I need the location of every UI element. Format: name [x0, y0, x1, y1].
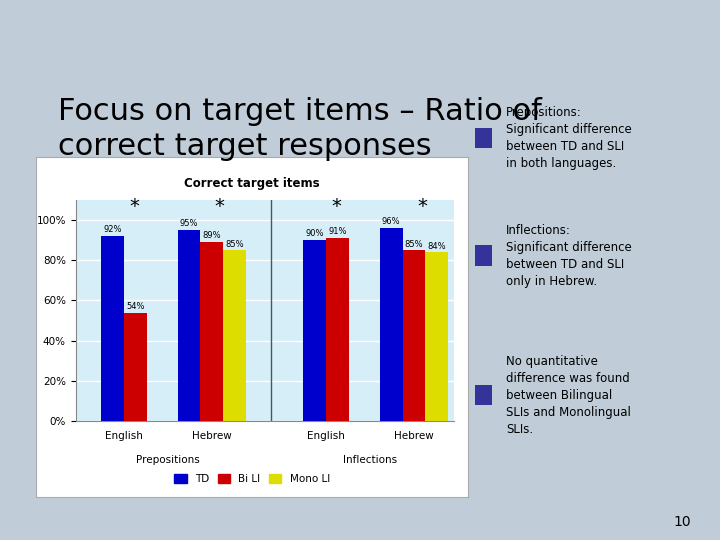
Text: 96%: 96%: [382, 218, 400, 226]
Text: 85%: 85%: [225, 240, 244, 248]
Bar: [223, 250, 246, 421]
Text: 54%: 54%: [126, 302, 145, 311]
Text: Prepositions:
Significant difference
between TD and SLI
in both languages.: Prepositions: Significant difference bet…: [506, 106, 632, 170]
Text: 10: 10: [674, 515, 691, 529]
Bar: [124, 313, 147, 421]
Text: Prepositions: Prepositions: [136, 455, 199, 465]
Text: 85%: 85%: [405, 240, 423, 248]
Bar: [475, 246, 492, 266]
Bar: [426, 252, 449, 421]
Text: Inflections: Inflections: [343, 455, 397, 465]
Text: 92%: 92%: [103, 225, 122, 234]
Text: *: *: [332, 197, 341, 216]
Bar: [200, 242, 223, 421]
Text: 89%: 89%: [202, 232, 221, 240]
Text: *: *: [215, 197, 225, 216]
Text: 95%: 95%: [180, 219, 198, 228]
Bar: [178, 230, 200, 421]
Bar: [475, 128, 492, 148]
Text: 91%: 91%: [328, 227, 347, 237]
Bar: [326, 238, 349, 421]
Text: 90%: 90%: [305, 230, 324, 239]
Text: Inflections:
Significant difference
between TD and SLI
only in Hebrew.: Inflections: Significant difference betw…: [506, 224, 632, 288]
Text: No quantitative
difference was found
between Bilingual
SLIs and Monolingual
SLIs: No quantitative difference was found bet…: [506, 355, 631, 436]
Text: Focus on target items – Ratio of
correct target responses: Focus on target items – Ratio of correct…: [58, 97, 541, 161]
Legend: TD, Bi LI, Mono LI: TD, Bi LI, Mono LI: [170, 470, 334, 488]
Bar: [101, 236, 124, 421]
Bar: [303, 240, 326, 421]
Bar: [402, 250, 426, 421]
Text: Correct target items: Correct target items: [184, 177, 320, 190]
Bar: [379, 228, 402, 421]
Text: *: *: [130, 197, 140, 216]
Bar: [475, 385, 492, 405]
Text: *: *: [417, 197, 427, 216]
Text: 84%: 84%: [428, 241, 446, 251]
